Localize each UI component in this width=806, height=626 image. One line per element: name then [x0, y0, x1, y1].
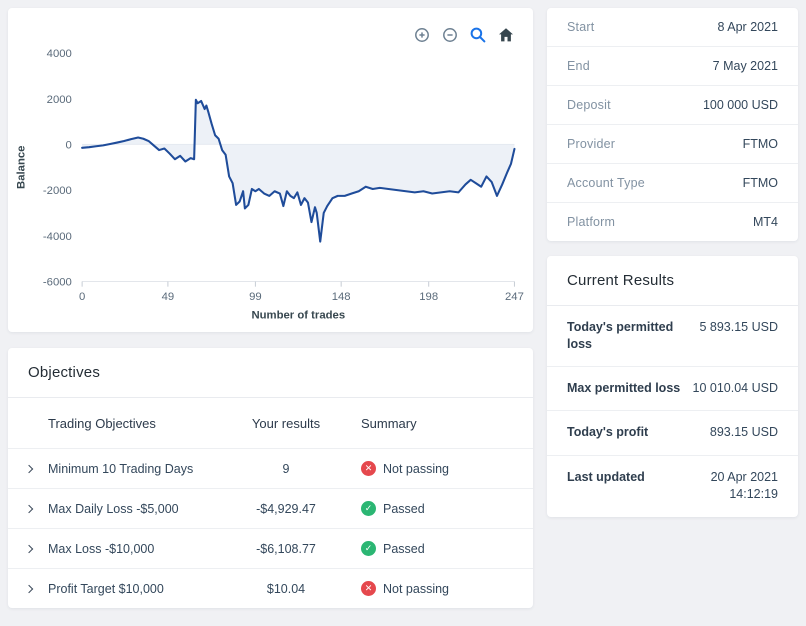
result-label: Today's permitted loss — [567, 320, 674, 351]
objective-status: ✓ Passed — [361, 541, 519, 556]
info-label: Account Type — [567, 176, 645, 190]
info-value: 7 May 2021 — [712, 59, 778, 73]
svg-text:198: 198 — [419, 291, 438, 303]
info-label: Platform — [567, 215, 616, 229]
info-row: Provider FTMO — [547, 125, 798, 164]
chevron-right-icon[interactable] — [24, 544, 34, 553]
svg-text:-4000: -4000 — [43, 231, 72, 243]
svg-text:0: 0 — [66, 140, 72, 152]
result-row: Today's profit 893.15 USD — [547, 411, 798, 456]
chevron-right-icon[interactable] — [24, 584, 34, 593]
result-row: Max permitted loss 10 010.04 USD — [547, 367, 798, 412]
svg-text:148: 148 — [332, 291, 351, 303]
check-icon: ✓ — [361, 541, 376, 556]
info-value: 100 000 USD — [702, 98, 778, 112]
objectives-table-header: Trading Objectives Your results Summary — [8, 398, 533, 448]
info-row: Platform MT4 — [547, 203, 798, 241]
info-label: End — [567, 59, 590, 73]
column-header-objectives: Trading Objectives — [48, 415, 156, 431]
zoom-in-icon[interactable] — [413, 26, 431, 44]
objective-name: Profit Target $10,000 — [48, 581, 164, 596]
chevron-right-icon[interactable] — [24, 504, 34, 513]
result-value: 20 Apr 2021 14:12:19 — [710, 469, 778, 502]
objective-status: ✕ Not passing — [361, 461, 519, 476]
objective-row[interactable]: Max Loss -$10,000 -$6,108.77 ✓ Passed — [8, 528, 533, 568]
info-label: Start — [567, 20, 595, 34]
current-results-card: Current Results Today's permitted loss 5… — [547, 256, 798, 517]
result-value: 10 010.04 USD — [692, 380, 778, 395]
info-row: End 7 May 2021 — [547, 47, 798, 86]
check-icon: ✓ — [361, 501, 376, 516]
objective-row[interactable]: Max Daily Loss -$5,000 -$4,929.47 ✓ Pass… — [8, 488, 533, 528]
info-value: 8 Apr 2021 — [717, 20, 778, 34]
balance-chart[interactable]: 4000 2000 0 -2000 -4000 -6000 0 49 99 148 198 247 Ba… — [8, 18, 533, 327]
status-label: Not passing — [383, 581, 450, 596]
fail-icon: ✕ — [361, 581, 376, 596]
current-results-title: Current Results — [547, 256, 798, 306]
svg-text:0: 0 — [79, 291, 85, 303]
info-value: FTMO — [742, 137, 778, 151]
svg-text:247: 247 — [505, 291, 524, 303]
objective-name: Max Loss -$10,000 — [48, 541, 155, 556]
status-label: Passed — [383, 541, 425, 556]
column-header-summary: Summary — [361, 415, 417, 431]
objective-name: Max Daily Loss -$5,000 — [48, 501, 179, 516]
info-value: MT4 — [753, 215, 778, 229]
objectives-card: Objectives Trading Objectives Your resul… — [8, 348, 533, 608]
objectives-title: Objectives — [8, 348, 533, 398]
fail-icon: ✕ — [361, 461, 376, 476]
objective-row[interactable]: Profit Target $10,000 $10.04 ✕ Not passi… — [8, 568, 533, 608]
objective-name: Minimum 10 Trading Days — [48, 461, 194, 476]
status-label: Not passing — [383, 461, 450, 476]
result-label: Max permitted loss — [567, 380, 681, 395]
objective-result: $10.04 — [266, 581, 306, 596]
info-label: Deposit — [567, 98, 611, 112]
info-label: Provider — [567, 137, 616, 151]
zoom-out-icon[interactable] — [441, 26, 459, 44]
info-row: Account Type FTMO — [547, 164, 798, 203]
svg-text:Balance: Balance — [15, 146, 27, 189]
result-label: Last updated — [567, 469, 645, 484]
chevron-right-icon[interactable] — [24, 464, 34, 473]
svg-text:-6000: -6000 — [43, 277, 72, 289]
objective-result: 9 — [282, 461, 290, 476]
objective-status: ✕ Not passing — [361, 581, 519, 596]
selection-zoom-icon[interactable] — [469, 26, 487, 44]
result-row: Today's permitted loss 5 893.15 USD — [547, 306, 798, 367]
chart-toolbar — [413, 26, 515, 44]
objective-result: -$6,108.77 — [256, 541, 316, 556]
home-icon[interactable] — [497, 26, 515, 44]
info-value: FTMO — [742, 176, 778, 190]
svg-text:-2000: -2000 — [43, 185, 72, 197]
result-row: Last updated 20 Apr 2021 14:12:19 — [547, 456, 798, 517]
svg-text:4000: 4000 — [47, 48, 72, 60]
info-row: Deposit 100 000 USD — [547, 86, 798, 125]
result-value: 5 893.15 USD — [699, 320, 778, 334]
result-label: Today's profit — [567, 425, 649, 440]
svg-text:99: 99 — [249, 291, 262, 303]
status-label: Passed — [383, 501, 425, 516]
info-row: Start 8 Apr 2021 — [547, 8, 798, 47]
objective-row[interactable]: Minimum 10 Trading Days 9 ✕ Not passing — [8, 448, 533, 488]
account-info-card: Start 8 Apr 2021 End 7 May 2021 Deposit … — [547, 8, 798, 241]
svg-text:49: 49 — [162, 291, 175, 303]
column-header-results: Your results — [251, 415, 321, 431]
result-value: 893.15 USD — [709, 425, 778, 440]
svg-text:Number of trades: Number of trades — [251, 310, 345, 322]
right-column: Start 8 Apr 2021 End 7 May 2021 Deposit … — [547, 8, 798, 517]
left-column: 4000 2000 0 -2000 -4000 -6000 0 49 99 148 198 247 Ba… — [8, 8, 533, 608]
objective-result: -$4,929.47 — [256, 501, 316, 516]
balance-chart-card: 4000 2000 0 -2000 -4000 -6000 0 49 99 148 198 247 Ba… — [8, 8, 533, 332]
svg-text:2000: 2000 — [47, 94, 72, 106]
objective-status: ✓ Passed — [361, 501, 519, 516]
